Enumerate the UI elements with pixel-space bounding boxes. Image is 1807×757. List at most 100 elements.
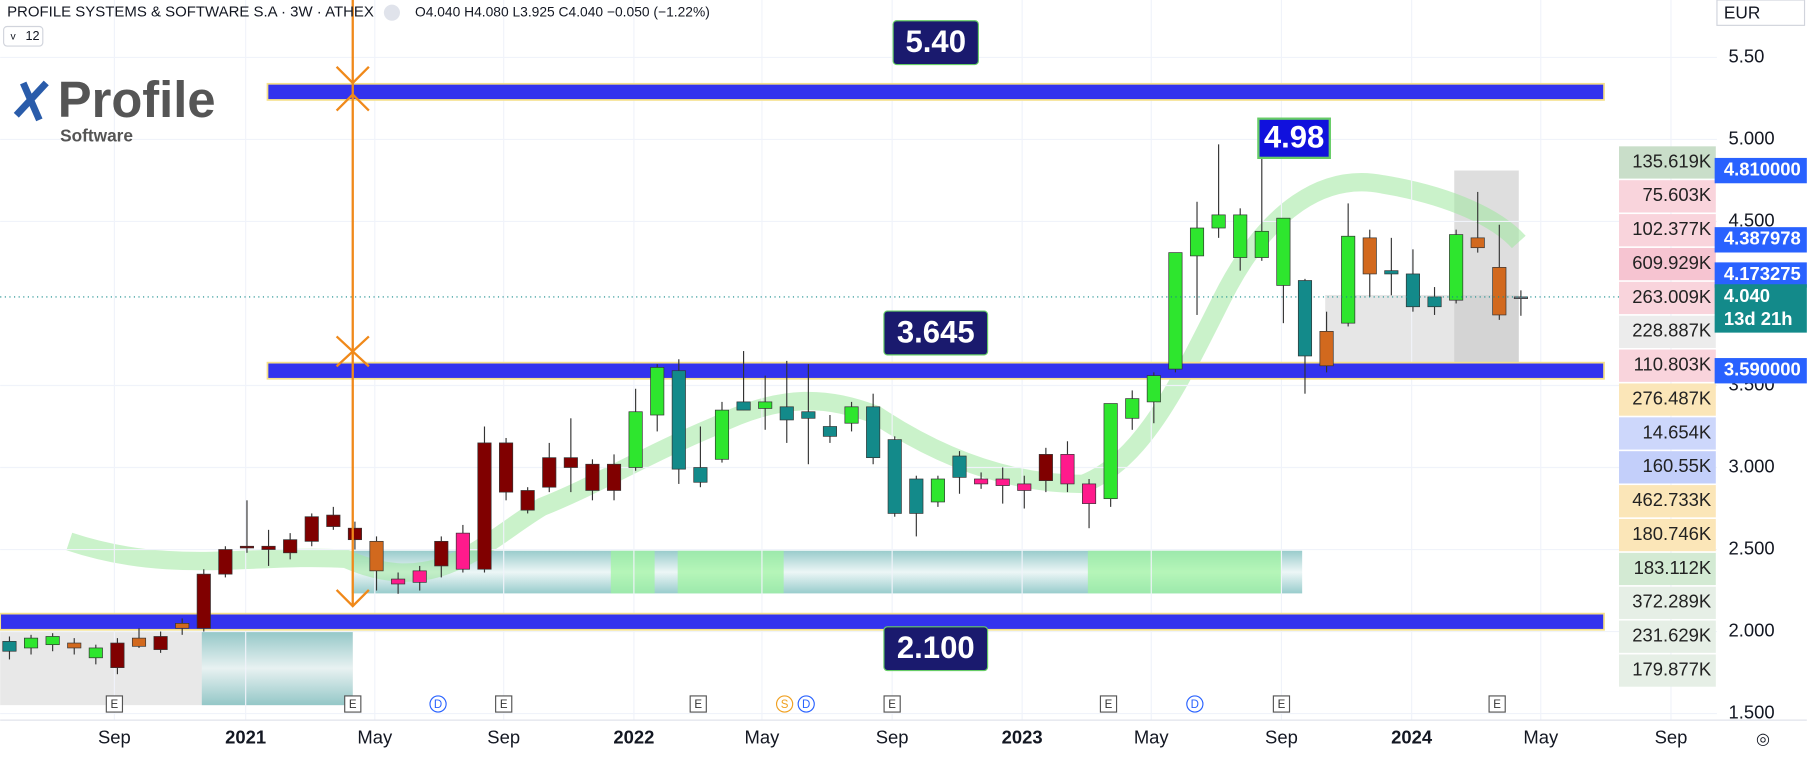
profile-label: 135.619K <box>1632 150 1712 171</box>
annotation-box <box>883 626 989 672</box>
candle-body <box>1038 454 1053 481</box>
candle-body <box>67 642 82 649</box>
price-tag <box>1714 227 1807 253</box>
event-badge <box>797 695 815 713</box>
candle-body <box>1297 280 1313 357</box>
profile-row <box>1619 247 1716 281</box>
event-label: D <box>1191 699 1199 711</box>
candle-body <box>1060 454 1075 485</box>
profile-row <box>1619 180 1716 213</box>
event-badge <box>1488 695 1506 713</box>
x-tick-label: Sep <box>1265 726 1298 747</box>
x-tick-label: 2021 <box>225 726 266 747</box>
profile-row <box>1619 620 1716 653</box>
event-badge <box>689 695 707 713</box>
candle-body <box>801 411 816 419</box>
range-box <box>201 631 353 706</box>
price-tag-label: 4.810000 <box>1724 158 1801 179</box>
candle-body <box>326 514 341 527</box>
candle-body <box>952 455 967 478</box>
interval-button[interactable] <box>3 25 44 47</box>
x-tick-label: 2022 <box>613 726 654 747</box>
candle-body <box>1211 214 1226 229</box>
profile-row <box>1619 518 1716 552</box>
interval[interactable]: 12 <box>26 29 40 43</box>
x-tick-label: May <box>1523 726 1559 747</box>
profile-label: 14.654K <box>1643 421 1712 442</box>
x-tick-label: May <box>745 726 781 747</box>
trend-stripe <box>610 550 655 594</box>
ohlc: O4.040 H4.080 L3.925 C4.040 −0.050 (−1.2… <box>415 3 710 19</box>
profile-label: 110.803K <box>1634 354 1712 375</box>
candle-body <box>628 411 643 468</box>
y-tick-label: 2.500 <box>1728 537 1774 558</box>
x-tick-label: Sep <box>1655 726 1688 747</box>
event-label: E <box>111 699 119 711</box>
countdown: 13d 21h <box>1724 308 1793 329</box>
candle-body <box>1513 296 1528 299</box>
candle-body <box>499 442 514 493</box>
candle-body <box>1427 296 1442 308</box>
candle-body <box>693 467 708 483</box>
y-tick-label: 3.000 <box>1728 455 1774 476</box>
settings-icon[interactable]: ◎ <box>1756 730 1770 748</box>
annotation: 3.645 <box>897 314 975 349</box>
candle-body <box>1405 273 1420 308</box>
price-tag <box>1714 284 1807 333</box>
currency[interactable]: EUR <box>1724 2 1760 22</box>
profile-row <box>1619 349 1716 382</box>
profile-label: 228.887K <box>1632 320 1712 341</box>
profile-label: 180.746K <box>1632 523 1712 544</box>
annotation-box <box>1257 117 1331 160</box>
x-tick-label: 2024 <box>1391 726 1433 747</box>
price-tag <box>1714 262 1807 288</box>
annotation: 5.40 <box>905 24 966 59</box>
trend-stripe <box>1087 550 1282 594</box>
price-tag-label: 4.387978 <box>1724 228 1801 249</box>
candle-body <box>283 539 298 554</box>
candle-body <box>671 370 686 470</box>
price-tag <box>1714 358 1807 384</box>
profile-row <box>1619 315 1716 348</box>
currency-button[interactable] <box>1716 0 1806 26</box>
candle-body <box>520 490 535 511</box>
profile-label: 231.629K <box>1632 625 1712 646</box>
profile-label: 462.733K <box>1632 489 1712 510</box>
candle-body <box>1017 483 1032 491</box>
level-band <box>0 612 1605 631</box>
event-label: E <box>1278 699 1286 711</box>
level-band <box>266 82 1605 101</box>
interval-caret: v <box>11 32 17 43</box>
profile-row <box>1619 552 1716 586</box>
event-label: E <box>1105 699 1113 711</box>
candle-body <box>218 549 233 575</box>
x-tick-label: May <box>1134 726 1170 747</box>
candle-body <box>1492 267 1507 316</box>
candle-body <box>391 578 406 585</box>
profile-label: 609.929K <box>1632 252 1712 273</box>
candle-body <box>1449 234 1464 301</box>
price-tag <box>1714 157 1807 184</box>
annotation: 4.98 <box>1264 120 1325 155</box>
candle-body <box>1384 270 1399 275</box>
candle-body <box>1168 252 1183 370</box>
candle-body <box>650 367 665 416</box>
candle-body <box>175 623 190 629</box>
event-badge <box>495 695 513 713</box>
y-tick-label: 2.000 <box>1728 619 1774 640</box>
trend-stripe <box>677 550 784 594</box>
candle-body <box>542 457 557 488</box>
candle-body <box>606 463 622 491</box>
candle-body <box>1254 230 1269 258</box>
event-badge <box>1272 695 1291 713</box>
candle-body <box>434 540 449 567</box>
profile-label: 160.55K <box>1643 455 1712 476</box>
axes <box>0 0 1717 721</box>
symbol: PROFILE SYSTEMS & SOFTWARE S.A · 3W · AT… <box>7 4 374 21</box>
profile-label: 276.487K <box>1632 387 1712 408</box>
candle-body <box>261 545 276 550</box>
candle-body <box>369 540 384 572</box>
profile-row <box>1619 281 1716 315</box>
profile-row <box>1619 383 1716 416</box>
